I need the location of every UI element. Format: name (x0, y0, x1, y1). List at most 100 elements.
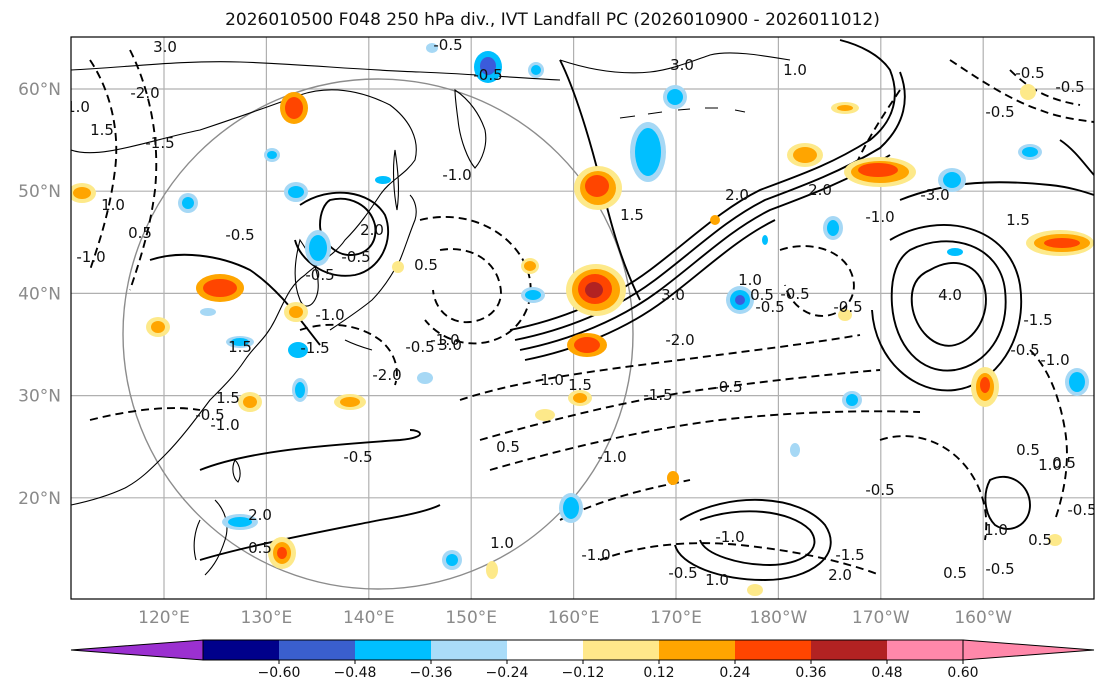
contour-label: 0.5 (1028, 531, 1052, 549)
colorbar-segment (431, 640, 507, 660)
coastline-aleutians (619, 107, 746, 119)
colorbar-tick-label: 0.48 (871, 665, 902, 681)
contour-label: -1.0 (442, 166, 471, 184)
colorbar-under-triangle (70, 639, 204, 661)
coastlines (71, 52, 791, 576)
contour-label: -0.5 (405, 338, 434, 356)
contour-label: -1.5 (835, 546, 864, 564)
contour-label: 0.5 (943, 564, 967, 582)
contour-label: -1.0 (715, 528, 744, 546)
contour-label: 2.0 (725, 186, 749, 204)
contour-label: 1.0 (490, 534, 514, 552)
contour-label: -1.0 (597, 448, 626, 466)
lat-label: 60°N (18, 80, 61, 100)
lon-label: 180°W (750, 608, 808, 628)
colorbar-segment (355, 640, 431, 660)
contour-label: -0.5 (755, 298, 784, 316)
contour-label: 0.5 (248, 539, 272, 557)
lon-label: 170°W (852, 608, 910, 628)
coastline-taiwan (232, 459, 241, 483)
lon-label: 120°E (138, 608, 190, 628)
contour-label: -0.5 (713, 378, 742, 396)
contour-label: -1.0 (581, 546, 610, 564)
colorbar-over-triangle (962, 639, 1095, 661)
colorbar-tick-label: −0.36 (410, 665, 453, 681)
contour-label: -1.0 (210, 416, 239, 434)
coastline-japan (329, 194, 417, 351)
contour-label: -2.0 (665, 331, 694, 349)
contour-label: -0.5 (195, 406, 224, 424)
contour-label: 0.5 (496, 438, 520, 456)
contour-label: -0.5 (343, 448, 372, 466)
contour-label: 1.5 (216, 389, 240, 407)
contour-label: 0.5 (1016, 441, 1040, 459)
contour-label: -0.5 (305, 266, 334, 284)
colorbar-tick-label: 0.24 (719, 665, 750, 681)
contour-label: 3.0 (438, 336, 462, 354)
contour-label: -1.0 (1040, 351, 1069, 369)
longitude-labels: 120°E 130°E 140°E 150°E 160°E 170°E 180°W 170°W… (138, 608, 1012, 628)
contour-label: -2.0 (372, 366, 401, 384)
coastline-alaska (559, 52, 791, 74)
contour-label: 1.0 (66, 98, 90, 116)
colorbar-segment (583, 640, 659, 660)
colorbar: −0.60 −0.48 −0.36 −0.24 −0.12 0.12 0.24 0.36 0.4… (70, 639, 1095, 681)
contour-label: 1.5 (90, 121, 114, 139)
contour-label: -0.5 (985, 560, 1014, 578)
colorbar-tick-label: 0.36 (795, 665, 826, 681)
contour-label: -0.5 (780, 285, 809, 303)
contour-label: -0.5 (341, 248, 370, 266)
contour-label: -1.5 (1023, 311, 1052, 329)
colorbar-segment (203, 640, 279, 660)
contour-label: 4.0 (938, 286, 962, 304)
colorbar-segment (507, 640, 583, 660)
contour-label: -0.5 (833, 298, 862, 316)
contour-label: -0.5 (1015, 64, 1044, 82)
lon-label: 160°E (548, 608, 600, 628)
contour-label: 1.0 (705, 571, 729, 589)
plot-title: 2026010500 F048 250 hPa div., IVT Landfa… (225, 10, 880, 30)
contour-label: -0.5 (473, 66, 502, 84)
contour-label: 3.0 (670, 56, 694, 74)
contour-label: -3.0 (920, 186, 949, 204)
colorbar-tick-label: −0.12 (562, 665, 605, 681)
colorbar-segment (887, 640, 963, 660)
latitude-labels: 60°N 50°N 40°N 30°N 20°N (18, 80, 61, 509)
colorbar-segment (279, 640, 355, 660)
positive-divergence-blobs (71, 84, 1094, 596)
contour-label: -1.0 (865, 208, 894, 226)
lon-label: 170°E (650, 608, 702, 628)
colorbar-segment (811, 640, 887, 660)
contour-label: 2.0 (808, 181, 832, 199)
contour-label: -0.5 (1010, 341, 1039, 359)
contour-label: -2.0 (130, 84, 159, 102)
negative-divergence-blobs (178, 43, 1089, 570)
coastline-asia (71, 89, 417, 506)
lon-label: 150°E (445, 608, 497, 628)
lat-label: 50°N (18, 182, 61, 202)
colorbar-tick-label: −0.24 (486, 665, 529, 681)
contour-label: 3.0 (661, 286, 685, 304)
colorbar-tick-label: −0.60 (258, 665, 301, 681)
divergence-shading (71, 43, 1094, 596)
lon-label: 160°W (954, 608, 1012, 628)
lon-label: 140°E (343, 608, 395, 628)
contour-label: -0.5 (1067, 501, 1096, 519)
contour-label: -1.5 (300, 339, 329, 357)
contour-label: 1.5 (1006, 211, 1030, 229)
contour-label: 1.5 (228, 338, 252, 356)
contour-label: 2.0 (828, 566, 852, 584)
map-frame (70, 36, 1095, 600)
contour-label: -0.5 (1055, 78, 1084, 96)
contour-label: -0.5 (985, 103, 1014, 121)
contour-label: 3.0 (153, 38, 177, 56)
lat-label: 20°N (18, 489, 61, 509)
contour-label: -1.5 (145, 134, 174, 152)
lat-label: 40°N (18, 284, 61, 304)
coastline-kamchatka (454, 88, 487, 169)
contour-label: 1.0 (540, 371, 564, 389)
contour-label: -1.0 (76, 248, 105, 266)
lon-label: 130°E (241, 608, 293, 628)
contour-label: -1.5 (643, 386, 672, 404)
